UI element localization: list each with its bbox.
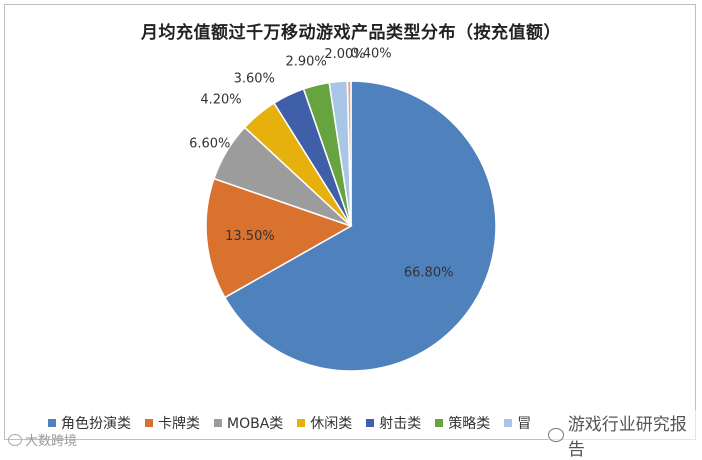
wechat-icon (8, 433, 22, 446)
data-label: 6.60% (189, 136, 230, 151)
data-label: 13.50% (225, 229, 275, 244)
legend-swatch (504, 419, 513, 427)
data-label: 3.60% (234, 71, 275, 86)
data-label: 0.40% (350, 47, 391, 62)
pie-slice (223, 80, 497, 372)
data-label: 66.80% (404, 265, 454, 280)
legend-swatch (48, 419, 56, 427)
legend-item: 冒 (504, 413, 531, 433)
watermark-left-text: 大数跨境 (25, 434, 78, 449)
data-label: 4.20% (200, 93, 241, 108)
watermark-right-text: 游戏行业研究报告 (567, 415, 687, 460)
legend-swatch (435, 419, 444, 427)
legend-label: 角色扮演类 (61, 416, 131, 432)
legend-swatch (145, 419, 153, 427)
legend-label: 射击类 (379, 416, 422, 432)
pie-slice (346, 80, 352, 227)
chart-title: 月均充值额过千万移动游戏产品类型分布（按充值额） (141, 23, 561, 43)
legend-label: 冒 (517, 416, 532, 432)
legend-item: 休闲类 (297, 413, 352, 433)
legend-item: 射击类 (366, 413, 421, 433)
data-label: 2.00% (324, 47, 365, 62)
legend-swatch (297, 419, 306, 427)
legend-label: MOBA类 (227, 416, 284, 432)
legend-swatch (366, 419, 375, 427)
wechat-icon (548, 428, 564, 442)
legend-label: 卡牌类 (158, 416, 200, 432)
legend-label: 策略类 (448, 416, 491, 432)
legend-swatch (214, 419, 222, 427)
legend-item: 策略类 (435, 413, 490, 433)
chart-legend: 角色扮演类 卡牌类 MOBA类 休闲类 射击类 策略类 冒 (48, 413, 531, 433)
legend-item: 卡牌类 (145, 413, 200, 433)
watermark-left: 大数跨境 (8, 430, 77, 449)
legend-item: MOBA类 (214, 413, 283, 433)
legend-label: 休闲类 (310, 416, 353, 432)
pie-slice (205, 177, 353, 299)
watermark-right: 游戏行业研究报告 (548, 410, 702, 460)
legend-item: 角色扮演类 (48, 413, 131, 433)
data-label: 2.90% (285, 54, 326, 69)
